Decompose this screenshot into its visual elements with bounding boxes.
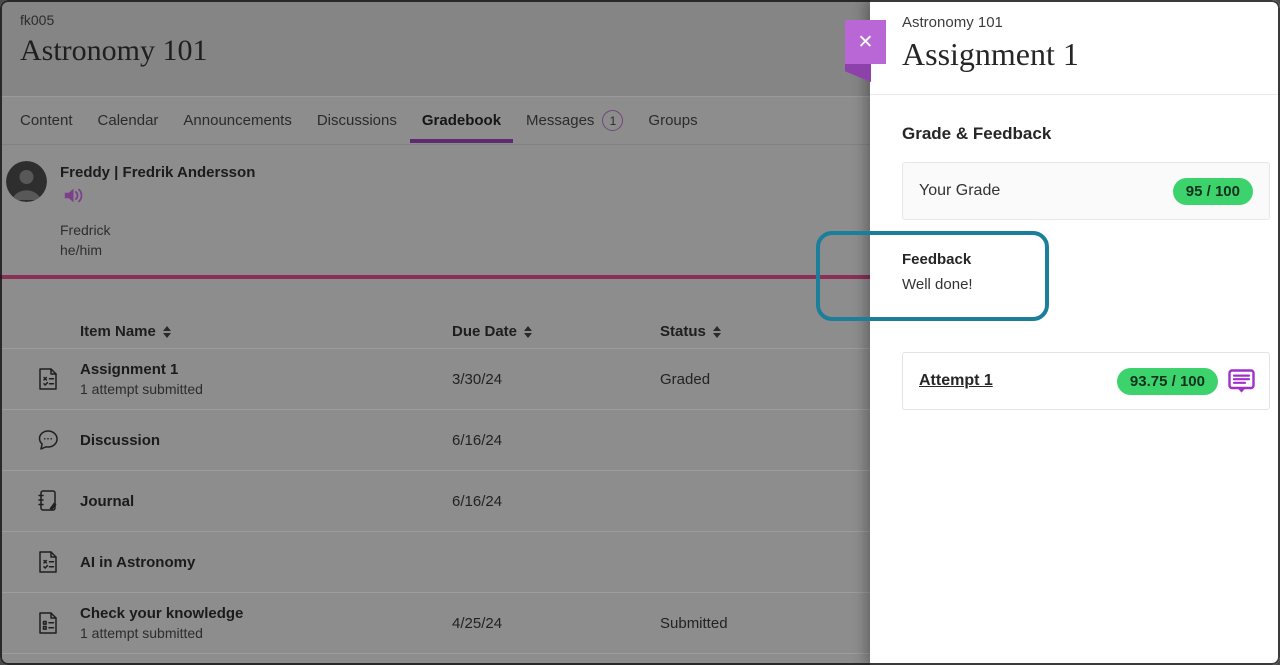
section-divider-line	[0, 275, 870, 279]
course-nav: Content Calendar Announcements Discussio…	[0, 97, 870, 145]
panel-divider	[870, 94, 1280, 95]
tab-calendar[interactable]: Calendar	[97, 112, 159, 129]
table-row-check-your-knowledge[interactable]: Check your knowledge 1 attempt submitted…	[0, 593, 870, 654]
your-grade-pill: 95 / 100	[1172, 177, 1253, 205]
course-page-dimmed: fk005 Astronomy 101 Content Calendar Ann…	[0, 0, 870, 654]
course-code: fk005	[20, 12, 55, 28]
tab-content[interactable]: Content	[20, 112, 73, 129]
panel-title: Assignment 1	[902, 36, 1079, 72]
panel-course-title: Astronomy 101	[902, 14, 1003, 31]
grade-feedback-heading: Grade & Feedback	[902, 124, 1052, 143]
sort-icon	[524, 325, 533, 338]
assignment-icon	[16, 367, 80, 391]
close-panel-button[interactable]: ✕	[845, 20, 886, 64]
attempt-link[interactable]: Attempt 1	[919, 372, 993, 389]
due-date: 6/16/24	[452, 431, 503, 449]
table-row-ai-in-astronomy[interactable]: AI in Astronomy	[0, 532, 870, 593]
sort-icon	[162, 325, 171, 338]
course-title: Astronomy 101	[20, 34, 208, 67]
feedback-heading: Feedback	[902, 251, 972, 268]
messages-count-badge: 1	[602, 110, 624, 131]
tab-discussions[interactable]: Discussions	[316, 112, 397, 129]
course-header: fk005 Astronomy 101	[0, 0, 870, 97]
sort-icon	[712, 325, 721, 338]
column-header-status[interactable]: Status	[660, 323, 870, 340]
gradebook-table-header: Item Name Due Date Status	[0, 315, 870, 349]
feedback-section: Feedback Well done!	[902, 251, 1270, 293]
panel-close-ribbon: ✕	[845, 20, 886, 82]
column-header-item-name[interactable]: Item Name	[80, 323, 452, 340]
due-date: 3/30/24	[452, 370, 503, 388]
your-grade-card: Your Grade 95 / 100	[902, 162, 1270, 220]
test-icon	[16, 611, 80, 635]
close-icon: ✕	[857, 31, 874, 53]
close-ribbon-tail	[845, 64, 871, 82]
pronunciation-speaker-icon[interactable]	[64, 188, 255, 208]
journal-icon	[16, 489, 80, 513]
assignment-icon	[16, 550, 80, 574]
student-pronouns: he/him	[60, 242, 103, 258]
due-date: 4/25/24	[452, 614, 503, 632]
your-grade-label: Your Grade	[919, 182, 1001, 199]
attempt-card: Attempt 1 93.75 / 100	[902, 352, 1270, 410]
discussion-icon	[16, 428, 80, 452]
attempt-grade-pill: 93.75 / 100	[1116, 367, 1218, 395]
feedback-text: Well done!	[902, 276, 973, 293]
due-date: 6/16/24	[452, 492, 503, 510]
table-row-journal[interactable]: Journal 6/16/24	[0, 471, 870, 532]
status: Graded	[660, 370, 711, 388]
table-row-assignment-1[interactable]: Assignment 1 1 attempt submitted 3/30/24…	[0, 349, 870, 410]
status: Submitted	[660, 614, 728, 632]
person-silhouette-icon	[6, 161, 47, 202]
student-info: Freddy | Fredrik Andersson Fredrick he/h…	[0, 145, 870, 258]
assignment-detail-panel: Astronomy 101 Assignment 1 Grade & Feedb…	[870, 0, 1280, 665]
student-preferred-name: Fredrick	[60, 222, 111, 238]
tab-gradebook[interactable]: Gradebook	[409, 112, 514, 143]
student-name: Freddy | Fredrik Andersson	[60, 164, 256, 181]
tab-groups[interactable]: Groups	[648, 112, 698, 129]
feedback-comment-icon[interactable]	[1228, 368, 1255, 394]
gradebook-table: Item Name Due Date Status	[0, 315, 870, 654]
avatar	[6, 161, 47, 202]
table-row-discussion[interactable]: Discussion 6/16/24	[0, 410, 870, 471]
tab-announcements[interactable]: Announcements	[183, 112, 292, 129]
tab-messages[interactable]: Messages 1	[526, 110, 624, 131]
column-header-due-date[interactable]: Due Date	[452, 323, 660, 340]
